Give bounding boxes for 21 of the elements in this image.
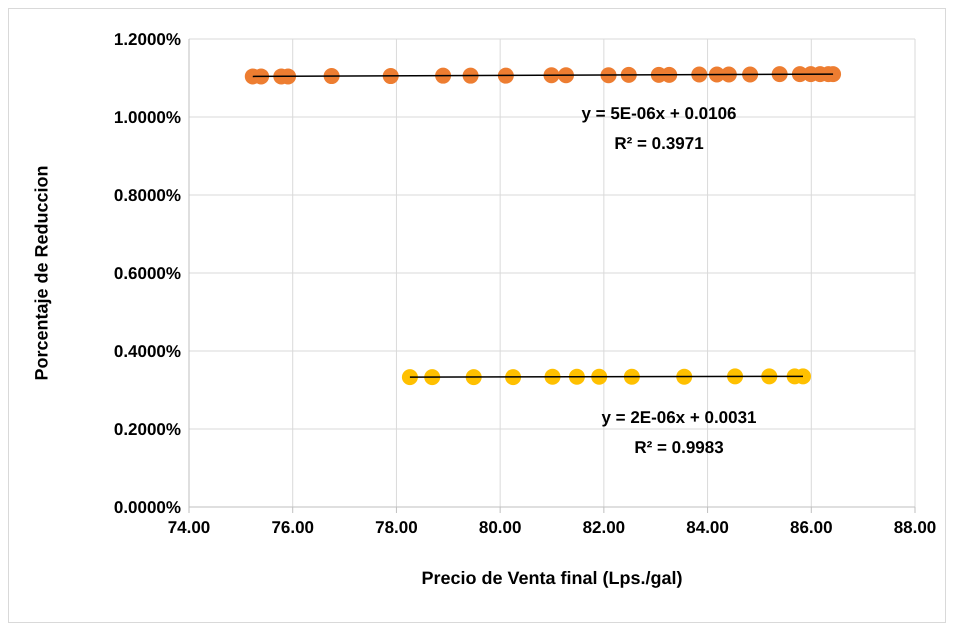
annotation: y = 5E-06x + 0.0106: [580, 104, 738, 124]
x-tick-label: 84.00: [686, 518, 729, 538]
x-tick-label: 78.00: [375, 518, 418, 538]
x-tick-label: 74.00: [168, 518, 210, 538]
y-tick-label: 1.0000%: [114, 108, 181, 128]
annotation: R² = 0.3971: [613, 134, 705, 154]
x-tick-label: 82.00: [582, 518, 626, 538]
x-tick-label: 88.00: [894, 518, 936, 538]
y-tick-label: 0.4000%: [114, 342, 181, 362]
annotation: y = 2E-06x + 0.0031: [600, 408, 758, 428]
y-tick-label: 0.8000%: [114, 186, 181, 206]
x-tick-label: 76.00: [271, 518, 314, 538]
x-tick-label: 86.00: [790, 518, 833, 538]
annotation: R² = 0.9983: [633, 438, 725, 458]
y-tick-label: 0.0000%: [114, 498, 181, 518]
y-axis-title: Porcentaje de Reduccion: [31, 165, 52, 381]
x-tick-label: 80.00: [478, 518, 522, 538]
y-tick-label: 1.2000%: [114, 30, 181, 50]
y-tick-label: 0.6000%: [114, 264, 181, 284]
y-tick-label: 0.2000%: [114, 420, 181, 440]
x-axis-title: Precio de Venta final (Lps./gal): [421, 568, 683, 588]
